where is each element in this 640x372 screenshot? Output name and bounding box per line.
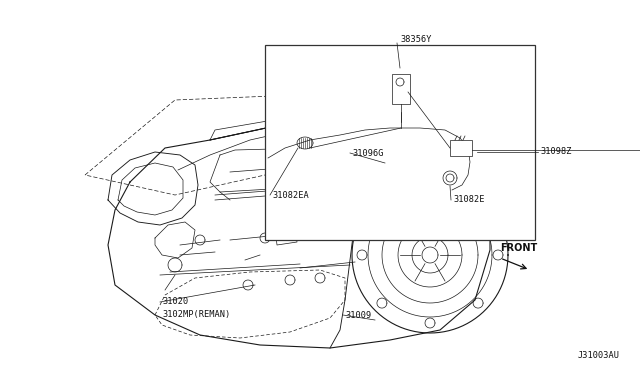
Bar [450, 140, 472, 156]
Bar [392, 74, 410, 104]
Text: J31003AU: J31003AU [578, 351, 620, 360]
Text: 31082E: 31082E [453, 196, 484, 205]
Bar [265, 45, 535, 240]
Text: 31096G: 31096G [352, 148, 383, 157]
Text: FRONT: FRONT [500, 243, 537, 253]
Text: 38356Y: 38356Y [400, 35, 431, 45]
Text: 31082EA: 31082EA [272, 190, 308, 199]
Text: 3102MP(REMAN): 3102MP(REMAN) [162, 310, 230, 318]
Text: 31009: 31009 [345, 311, 371, 320]
Text: 31098Z: 31098Z [540, 148, 572, 157]
Text: 31020: 31020 [162, 298, 188, 307]
